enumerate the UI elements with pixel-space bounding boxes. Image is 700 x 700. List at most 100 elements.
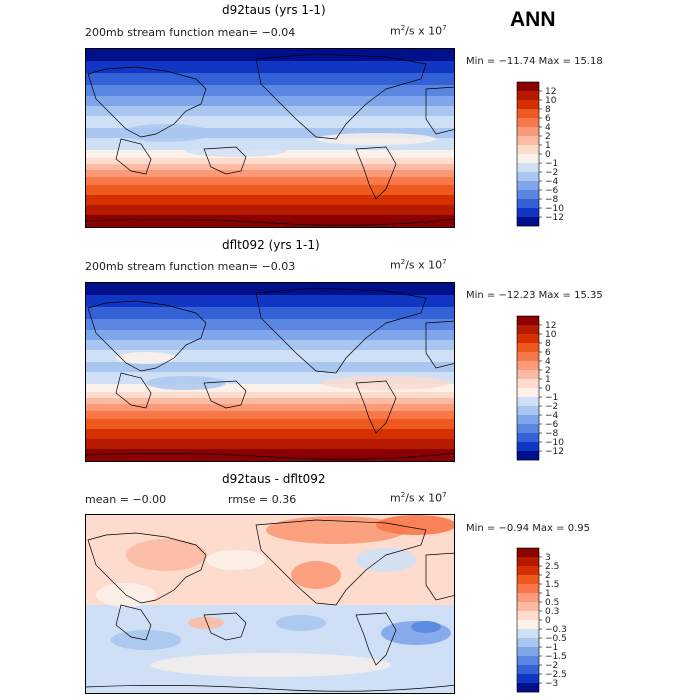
- colorbar-tick-label: 8: [545, 339, 551, 349]
- colorbar-tick-label: 1: [545, 589, 551, 599]
- panel2-title: dflt092 (yrs 1-1): [222, 238, 320, 252]
- colorbar-swatch: [517, 82, 539, 92]
- colorbar-tick-label: 2: [545, 366, 551, 376]
- colorbar-tick-label: 1.5: [545, 580, 559, 590]
- colorbar-tick-label: −12: [545, 213, 564, 223]
- colorbar-swatch: [517, 647, 539, 657]
- colorbar-swatch: [517, 145, 539, 155]
- colorbar-swatch: [517, 620, 539, 630]
- colorbar-swatch: [517, 361, 539, 371]
- colorbar-tick-label: −12: [545, 447, 564, 457]
- colorbar-swatch: [517, 370, 539, 380]
- colorbar-swatch: [517, 325, 539, 335]
- colorbar-tick-label: 2: [545, 132, 551, 142]
- panel3-colorbar-svg: 32.521.510.50.30−0.3−0.5−1−1.5−2−2.5−3: [516, 547, 567, 693]
- colorbar-swatch: [517, 424, 539, 434]
- colorbar-tick-label: −2: [545, 661, 558, 671]
- panel3-map: [85, 514, 455, 694]
- panel2-minmax: Min = −12.23 Max = 15.35: [466, 290, 603, 301]
- colorbar-swatch: [517, 683, 539, 693]
- colorbar-tick-label: −0.5: [545, 634, 567, 644]
- colorbar-swatch: [517, 343, 539, 353]
- colorbar-tick-label: −10: [545, 438, 564, 448]
- panel3-map-svg: [86, 515, 454, 693]
- panel2-colorbar: 12 10 8 6 4 2 1 0 −1 −2 −4 −6 −8 −10 −12: [516, 315, 564, 461]
- colorbar-swatch: [517, 199, 539, 209]
- panel3-colorbar: 3 2.5 2 1.5 1 0.5 0.3 0 −0.3 −0.5 −1 −1.5 −2 −2.5 −3: [516, 547, 567, 693]
- colorbar-swatch: [517, 584, 539, 594]
- colorbar-swatch: [517, 674, 539, 684]
- colorbar-tick-label: 3: [545, 553, 551, 563]
- colorbar-tick-label: −1: [545, 159, 558, 169]
- colorbar-swatch: [517, 181, 539, 191]
- colorbar-tick-label: 10: [545, 330, 557, 340]
- panel1-title: d92taus (yrs 1-1): [222, 3, 326, 17]
- panel2-map-svg: [86, 283, 454, 461]
- colorbar-tick-label: 10: [545, 96, 557, 106]
- colorbar-swatch: [517, 190, 539, 200]
- colorbar-tick-label: −6: [545, 186, 559, 196]
- panel2-units: m2/s x 107: [390, 258, 447, 272]
- colorbar-swatch: [517, 136, 539, 146]
- colorbar-tick-label: 0: [545, 384, 551, 394]
- colorbar-swatch: [517, 656, 539, 666]
- panel1-coastlines: [86, 53, 454, 226]
- colorbar-swatch: [517, 397, 539, 407]
- colorbar-tick-label: 6: [545, 348, 551, 358]
- colorbar-tick-label: −4: [545, 411, 559, 421]
- colorbar-tick-label: −2: [545, 402, 558, 412]
- panel1-map: [85, 48, 455, 228]
- colorbar-swatch: [517, 172, 539, 182]
- colorbar-tick-label: 2: [545, 571, 551, 581]
- colorbar-tick-label: 12: [545, 321, 556, 331]
- colorbar-tick-label: 1: [545, 375, 551, 385]
- panel2-coastlines: [86, 287, 454, 460]
- panel3-coastlines: [86, 519, 454, 692]
- colorbar-swatch: [517, 316, 539, 326]
- colorbar-swatch: [517, 208, 539, 218]
- colorbar-swatch: [517, 163, 539, 173]
- colorbar-swatch: [517, 388, 539, 398]
- panel1-units: m2/s x 107: [390, 24, 447, 38]
- panel3-title: d92taus - dflt092: [222, 472, 326, 486]
- panel1-colorbar: 12 10 8 6 4 2 1 0 −1 −2 −4 −6 −8 −10 −12: [516, 81, 564, 227]
- colorbar-swatch: [517, 415, 539, 425]
- panel3-units: m2/s x 107: [390, 491, 447, 505]
- colorbar-swatch: [517, 611, 539, 621]
- colorbar-tick-label: 2.5: [545, 562, 559, 572]
- colorbar-swatch: [517, 665, 539, 675]
- colorbar-swatch: [517, 109, 539, 119]
- colorbar-tick-label: −8: [545, 195, 559, 205]
- colorbar-tick-label: −10: [545, 204, 564, 214]
- colorbar-swatch: [517, 379, 539, 389]
- colorbar-tick-label: 0.3: [545, 607, 559, 617]
- colorbar-tick-label: −1: [545, 393, 558, 403]
- colorbar-tick-label: −0.3: [545, 625, 567, 635]
- panel2-map: [85, 282, 455, 462]
- colorbar-tick-label: −4: [545, 177, 559, 187]
- panel3-rmse: rmse = 0.36: [228, 493, 297, 506]
- panel1-minmax: Min = −11.74 Max = 15.18: [466, 56, 603, 67]
- colorbar-swatch: [517, 629, 539, 639]
- colorbar-swatch: [517, 575, 539, 585]
- colorbar-swatch: [517, 118, 539, 128]
- colorbar-tick-label: 1: [545, 141, 551, 151]
- colorbar-tick-label: −1.5: [545, 652, 567, 662]
- colorbar-tick-label: −2: [545, 168, 558, 178]
- colorbar-swatch: [517, 406, 539, 416]
- colorbar-tick-label: −2.5: [545, 670, 567, 680]
- colorbar-swatch: [517, 91, 539, 101]
- colorbar-swatch: [517, 548, 539, 558]
- colorbar-tick-label: 4: [545, 357, 551, 367]
- colorbar-tick-label: 4: [545, 123, 551, 133]
- colorbar-swatch: [517, 352, 539, 362]
- colorbar-tick-label: −1: [545, 643, 558, 653]
- colorbar-swatch: [517, 451, 539, 461]
- colorbar-tick-label: −6: [545, 420, 559, 430]
- colorbar-tick-label: −8: [545, 429, 559, 439]
- colorbar-swatch: [517, 593, 539, 603]
- panel3-mean: mean = −0.00: [85, 493, 167, 506]
- colorbar-tick-label: 0.5: [545, 598, 559, 608]
